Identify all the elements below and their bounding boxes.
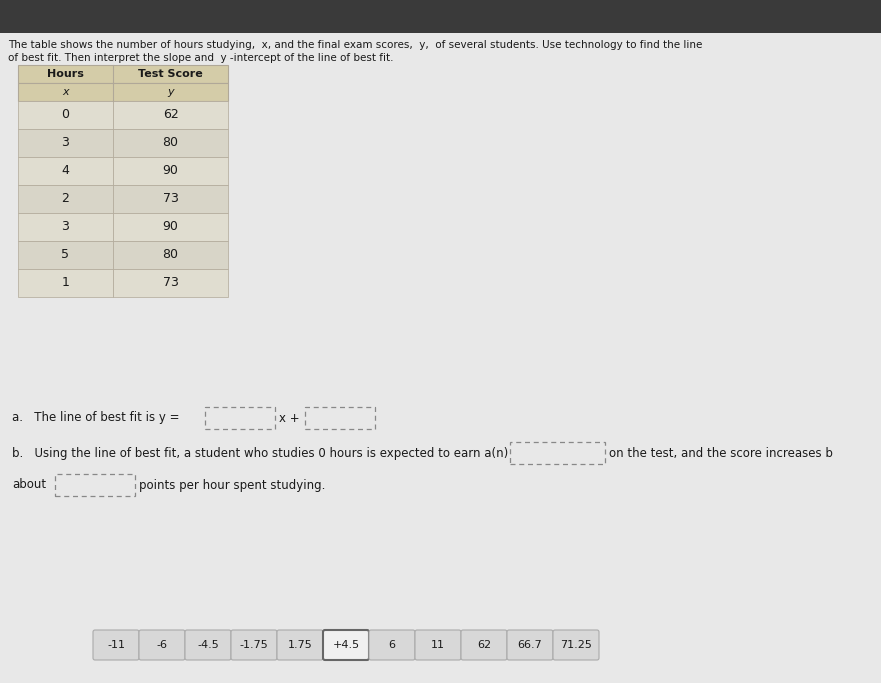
- FancyBboxPatch shape: [415, 630, 461, 660]
- Text: 90: 90: [163, 165, 179, 178]
- Text: 6: 6: [389, 640, 396, 650]
- Bar: [18, 157, 113, 185]
- Text: 4: 4: [62, 165, 70, 178]
- Text: 73: 73: [163, 277, 179, 290]
- Text: x +: x +: [279, 411, 300, 425]
- Bar: [18, 129, 113, 157]
- FancyBboxPatch shape: [231, 630, 277, 660]
- FancyBboxPatch shape: [369, 630, 415, 660]
- Text: -11: -11: [107, 640, 125, 650]
- Text: 80: 80: [162, 249, 179, 262]
- FancyBboxPatch shape: [553, 630, 599, 660]
- Text: -4.5: -4.5: [197, 640, 218, 650]
- Bar: [18, 213, 113, 241]
- Text: 11: 11: [431, 640, 445, 650]
- Bar: [18, 83, 228, 101]
- Bar: [113, 157, 228, 185]
- Text: y: y: [167, 87, 174, 97]
- Bar: [18, 185, 113, 213]
- Text: -1.75: -1.75: [240, 640, 269, 650]
- Text: 90: 90: [163, 221, 179, 234]
- Bar: [18, 241, 113, 269]
- Text: x: x: [63, 87, 69, 97]
- Text: b.   Using the line of best fit, a student who studies 0 hours is expected to ea: b. Using the line of best fit, a student…: [12, 447, 508, 460]
- Text: 0: 0: [62, 109, 70, 122]
- Text: 71.25: 71.25: [560, 640, 592, 650]
- FancyBboxPatch shape: [93, 630, 139, 660]
- Bar: [113, 129, 228, 157]
- Text: Test Score: Test Score: [138, 69, 203, 79]
- Text: 1: 1: [62, 277, 70, 290]
- Text: 3: 3: [62, 221, 70, 234]
- FancyBboxPatch shape: [139, 630, 185, 660]
- FancyBboxPatch shape: [277, 630, 323, 660]
- Text: points per hour spent studying.: points per hour spent studying.: [139, 479, 325, 492]
- Bar: [113, 185, 228, 213]
- Text: 2: 2: [62, 193, 70, 206]
- Text: a.   The line of best fit is y =: a. The line of best fit is y =: [12, 411, 180, 425]
- Text: 73: 73: [163, 193, 179, 206]
- Text: 5: 5: [62, 249, 70, 262]
- Text: The table shows the number of hours studying,  x, and the final exam scores,  y,: The table shows the number of hours stud…: [8, 40, 702, 50]
- Bar: [18, 269, 113, 297]
- Text: 62: 62: [477, 640, 491, 650]
- FancyBboxPatch shape: [323, 630, 369, 660]
- Text: 62: 62: [163, 109, 178, 122]
- Text: -6: -6: [157, 640, 167, 650]
- Bar: [113, 213, 228, 241]
- Bar: [113, 101, 228, 129]
- Bar: [18, 65, 228, 83]
- Bar: [18, 101, 113, 129]
- Text: +4.5: +4.5: [332, 640, 359, 650]
- Text: on the test, and the score increases b: on the test, and the score increases b: [609, 447, 833, 460]
- Bar: [113, 241, 228, 269]
- Text: about: about: [12, 479, 46, 492]
- Text: 1.75: 1.75: [287, 640, 313, 650]
- Text: 80: 80: [162, 137, 179, 150]
- FancyBboxPatch shape: [461, 630, 507, 660]
- Bar: [113, 269, 228, 297]
- Text: Hours: Hours: [47, 69, 84, 79]
- Text: 66.7: 66.7: [518, 640, 543, 650]
- FancyBboxPatch shape: [507, 630, 553, 660]
- Text: 3: 3: [62, 137, 70, 150]
- Text: of best fit. Then interpret the slope and  y -intercept of the line of best fit.: of best fit. Then interpret the slope an…: [8, 53, 394, 63]
- FancyBboxPatch shape: [185, 630, 231, 660]
